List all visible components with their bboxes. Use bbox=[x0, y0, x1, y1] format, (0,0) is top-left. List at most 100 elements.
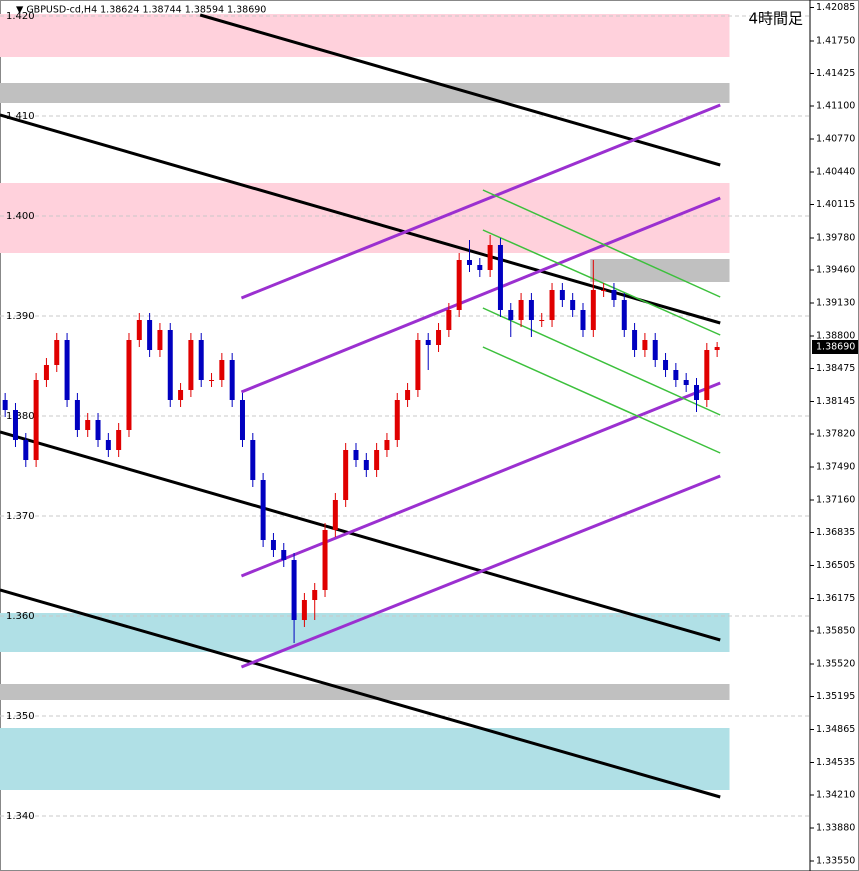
y-tick-label: 1.40770 bbox=[816, 134, 855, 145]
y-tick-label: 1.38800 bbox=[816, 331, 855, 342]
candle-body bbox=[43, 365, 49, 380]
candle-body bbox=[477, 265, 483, 270]
y-tick-label: 1.35195 bbox=[816, 691, 855, 702]
candle-body bbox=[219, 360, 225, 380]
candle-body bbox=[301, 600, 307, 620]
zone bbox=[0, 14, 730, 57]
level-label: 1.350 bbox=[6, 711, 35, 722]
zone bbox=[0, 684, 730, 700]
candle-body bbox=[539, 320, 545, 321]
y-tick-label: 1.39130 bbox=[816, 298, 855, 309]
trendline bbox=[0, 113, 721, 325]
level-label: 1.420 bbox=[6, 11, 35, 22]
y-tick-label: 1.41100 bbox=[816, 101, 855, 112]
candle-body bbox=[487, 245, 493, 270]
zone bbox=[0, 613, 730, 652]
zone bbox=[0, 728, 730, 790]
candle-body bbox=[239, 400, 245, 440]
trendline bbox=[482, 229, 721, 336]
y-tick-label: 1.35850 bbox=[816, 626, 855, 637]
candle-body bbox=[374, 450, 380, 470]
level-label: 1.410 bbox=[6, 111, 35, 122]
y-tick-label: 1.38475 bbox=[816, 363, 855, 374]
candle-body bbox=[436, 330, 442, 345]
candle-body bbox=[260, 480, 266, 540]
level-label: 1.390 bbox=[6, 311, 35, 322]
candle-body bbox=[601, 290, 607, 291]
candle-body bbox=[384, 440, 390, 450]
candle-body bbox=[2, 400, 8, 410]
candle-body bbox=[497, 245, 503, 310]
header: ▼ GBPUSD-cd,H4 1.38624 1.38744 1.38594 1… bbox=[16, 5, 266, 16]
candle-body bbox=[570, 300, 576, 310]
candle-body bbox=[642, 340, 648, 350]
candle-body bbox=[167, 330, 173, 400]
level-label: 1.380 bbox=[6, 411, 35, 422]
y-tick-label: 1.34210 bbox=[816, 790, 855, 801]
y-tick-label: 1.41425 bbox=[816, 68, 855, 79]
candle-body bbox=[549, 290, 555, 320]
candle-body bbox=[363, 460, 369, 470]
current-price-box bbox=[812, 340, 858, 354]
y-tick-label: 1.33550 bbox=[816, 856, 855, 867]
candle-body bbox=[332, 500, 338, 530]
candle-body bbox=[343, 450, 349, 500]
candle-body bbox=[136, 320, 142, 340]
trendline bbox=[240, 196, 721, 394]
candle-body bbox=[322, 530, 328, 590]
y-tick-label: 1.34535 bbox=[816, 757, 855, 768]
candle-body bbox=[291, 560, 297, 620]
candle-body bbox=[353, 450, 359, 460]
level-label: 1.400 bbox=[6, 211, 35, 222]
candle-body bbox=[405, 390, 411, 400]
timeframe-label: 4時間足 bbox=[748, 10, 803, 28]
y-tick-label: 1.38145 bbox=[816, 396, 855, 407]
candle-body bbox=[704, 350, 710, 400]
level-label: 1.370 bbox=[6, 511, 35, 522]
trendline bbox=[240, 474, 721, 669]
trendline bbox=[482, 307, 721, 416]
y-tick-label: 1.37160 bbox=[816, 495, 855, 506]
trendline bbox=[482, 189, 721, 298]
y-tick-label: 1.41750 bbox=[816, 36, 855, 47]
candle-body bbox=[229, 360, 235, 400]
candle-body bbox=[23, 440, 29, 460]
y-tick-label: 1.36505 bbox=[816, 560, 855, 571]
candle-body bbox=[559, 290, 565, 300]
y-tick-label: 1.39780 bbox=[816, 233, 855, 244]
candle-body bbox=[188, 340, 194, 390]
candle-body bbox=[590, 290, 596, 330]
candle-body bbox=[54, 340, 60, 365]
y-tick-label: 1.40440 bbox=[816, 167, 855, 178]
current-price-label: 1.38690 bbox=[816, 342, 855, 353]
level-label: 1.340 bbox=[6, 811, 35, 822]
y-tick-label: 1.40115 bbox=[816, 199, 855, 210]
candle-body bbox=[518, 300, 524, 320]
y-tick-label: 1.34865 bbox=[816, 724, 855, 735]
candle-body bbox=[270, 540, 276, 550]
candle-body bbox=[209, 380, 215, 381]
candle-body bbox=[456, 260, 462, 310]
y-tick-label: 1.42085 bbox=[816, 2, 855, 13]
candle-body bbox=[33, 380, 39, 460]
candle-body bbox=[621, 300, 627, 330]
candle-body bbox=[425, 340, 431, 345]
candle-body bbox=[312, 590, 318, 600]
zone bbox=[0, 83, 730, 103]
y-tick-label: 1.37490 bbox=[816, 462, 855, 473]
candle-body bbox=[714, 347, 720, 350]
level-label: 1.360 bbox=[6, 611, 35, 622]
candle-body bbox=[147, 320, 153, 350]
candle-body bbox=[116, 430, 122, 450]
y-tick-label: 1.35520 bbox=[816, 659, 855, 670]
trendline bbox=[240, 381, 721, 578]
candle-body bbox=[281, 550, 287, 560]
trendline bbox=[0, 430, 721, 642]
candle-body bbox=[12, 410, 18, 440]
plot: 1.420 1.410 1.400 1.390 1.380 1.370 1.360 1.350… bbox=[0, 11, 810, 822]
candle-body bbox=[105, 440, 111, 450]
candle-body bbox=[157, 330, 163, 350]
candle-body bbox=[394, 400, 400, 440]
trendline bbox=[0, 588, 721, 799]
